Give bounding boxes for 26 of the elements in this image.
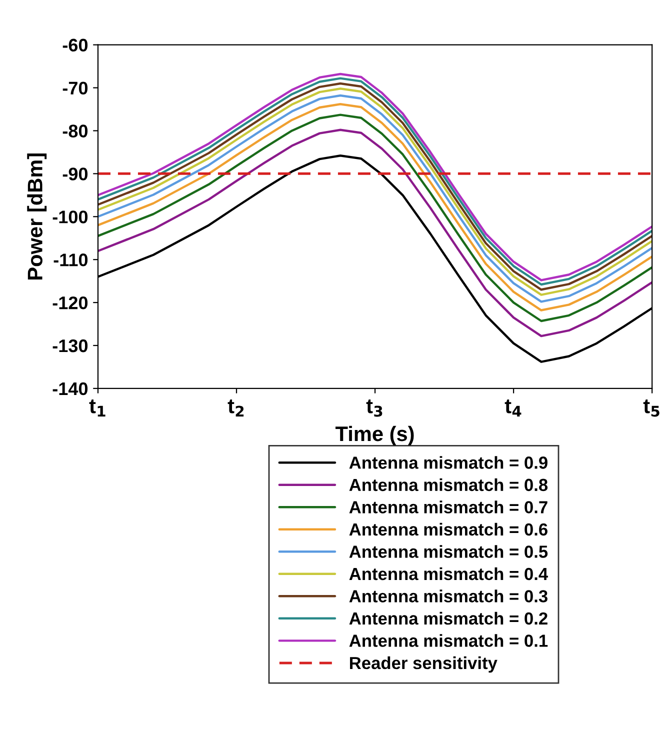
y-tick-label: -110: [54, 254, 88, 266]
y-tick-label: -140: [52, 382, 88, 396]
legend-label: Antenna mismatch = 0.6: [349, 522, 548, 536]
y-axis-title: Power [dBm]: [27, 154, 47, 280]
legend-label: Antenna mismatch = 0.4: [349, 567, 548, 580]
y-tick-label: -120: [52, 296, 88, 310]
legend-label: Antenna mismatch = 0.7: [349, 500, 548, 514]
x-tick-label: t$_{5}$: [643, 400, 660, 417]
x-tick-label: t$_{2}$: [228, 400, 244, 417]
x-tick-label: t$_{1}$: [89, 400, 106, 417]
y-tick-label: -90: [62, 168, 88, 180]
y-tick-label: -130: [52, 339, 88, 352]
y-tick-label: -60: [62, 38, 88, 52]
legend-label: Antenna mismatch = 0.3: [349, 590, 548, 602]
y-tick-label: -80: [62, 124, 88, 138]
legend-label: Antenna mismatch = 0.8: [349, 478, 548, 492]
legend-label: Antenna mismatch = 0.5: [349, 545, 548, 558]
legend-label: Antenna mismatch = 0.2: [349, 612, 548, 625]
y-tick-label: -70: [62, 82, 88, 94]
legend-label: Reader sensitivity: [350, 656, 498, 673]
x-tick-label: t$_{4}$: [504, 400, 522, 417]
y-tick-label: -100: [52, 210, 88, 224]
legend-label: Antenna mismatch = 0.9: [349, 456, 548, 469]
x-tick-label: t$_{3}$: [366, 400, 382, 417]
x-axis-title: Time (s): [336, 426, 414, 446]
legend-label: Antenna mismatch = 0.1: [349, 634, 548, 647]
